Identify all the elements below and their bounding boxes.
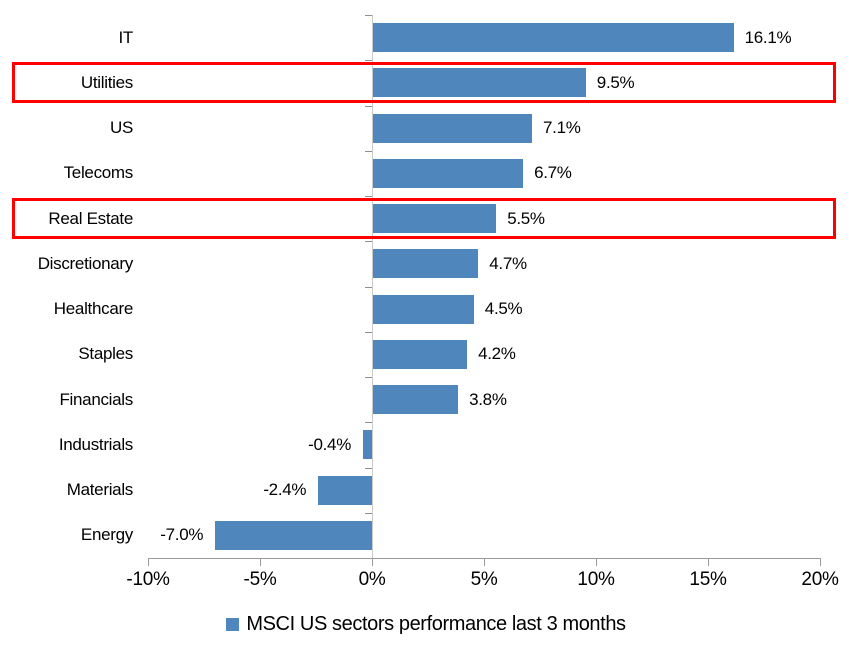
bar xyxy=(373,23,734,53)
bar xyxy=(373,249,479,279)
bar xyxy=(215,520,372,550)
category-axis-tick xyxy=(365,422,372,424)
category-axis-tick xyxy=(365,512,372,514)
bar xyxy=(373,158,524,188)
category-axis-tick xyxy=(365,286,372,288)
category-label: Financials xyxy=(59,389,133,409)
x-axis-tick xyxy=(596,559,597,566)
category-label: Industrials xyxy=(58,434,133,454)
bar xyxy=(373,68,586,98)
value-axis-line xyxy=(372,15,373,558)
category-label: Utilities xyxy=(80,72,133,92)
x-axis-tick xyxy=(372,559,373,566)
x-axis-tick-label: 0% xyxy=(358,569,386,590)
highlight-box xyxy=(12,198,836,240)
category-label: Telecoms xyxy=(63,163,134,183)
category-label: Real Estate xyxy=(48,208,133,228)
x-axis-tick xyxy=(708,559,709,566)
value-label: -2.4% xyxy=(263,480,307,500)
value-label: 4.7% xyxy=(489,253,527,273)
value-label: 5.5% xyxy=(507,208,545,228)
category-axis-tick xyxy=(365,377,372,378)
category-label: US xyxy=(109,118,133,138)
highlight-box xyxy=(12,62,836,104)
category-axis-tick xyxy=(365,15,372,16)
category-label: Materials xyxy=(66,480,134,500)
x-axis-tick-label: 15% xyxy=(689,569,727,590)
x-axis-tick-label: -5% xyxy=(243,569,277,590)
x-axis-tick xyxy=(260,559,261,566)
value-label: 6.7% xyxy=(534,163,572,183)
category-label: IT xyxy=(118,27,133,47)
x-axis-tick xyxy=(484,559,485,566)
category-label: Energy xyxy=(80,525,133,545)
category-label: Staples xyxy=(78,344,133,364)
value-label: 4.5% xyxy=(484,299,523,319)
legend-label: MSCI US sectors performance last 3 month… xyxy=(246,613,626,635)
category-axis-tick xyxy=(365,241,372,243)
bar xyxy=(373,113,533,143)
category-axis-tick xyxy=(365,331,372,333)
value-label: 16.1% xyxy=(744,27,792,47)
x-axis-tick-label: 20% xyxy=(801,569,839,590)
category-axis-tick xyxy=(365,196,372,197)
category-label: Healthcare xyxy=(53,299,134,319)
bar xyxy=(318,475,372,505)
x-axis-tick-label: -10% xyxy=(126,569,170,590)
x-axis-tick-label: 5% xyxy=(470,569,498,590)
x-axis-line xyxy=(148,558,821,559)
category-axis-tick xyxy=(365,105,372,107)
value-label: 7.1% xyxy=(543,118,581,138)
legend: MSCI US sectors performance last 3 month… xyxy=(0,612,852,636)
category-axis-tick xyxy=(365,60,372,62)
bar xyxy=(373,204,497,234)
category-label: Discretionary xyxy=(37,253,134,273)
category-axis-tick xyxy=(365,150,372,152)
legend-marker-icon xyxy=(226,617,240,631)
x-axis-tick-label: 10% xyxy=(577,569,615,590)
bar xyxy=(373,339,468,369)
bar xyxy=(373,294,474,324)
value-label: -7.0% xyxy=(160,525,204,545)
bar xyxy=(373,385,459,415)
value-label: 3.8% xyxy=(469,389,507,409)
category-axis-tick xyxy=(365,467,372,469)
x-axis-tick xyxy=(820,559,821,566)
value-label: -0.4% xyxy=(308,434,352,454)
value-label: 9.5% xyxy=(596,72,635,92)
value-label: 4.2% xyxy=(478,344,516,364)
bar xyxy=(363,430,372,460)
x-axis-tick xyxy=(148,559,149,566)
